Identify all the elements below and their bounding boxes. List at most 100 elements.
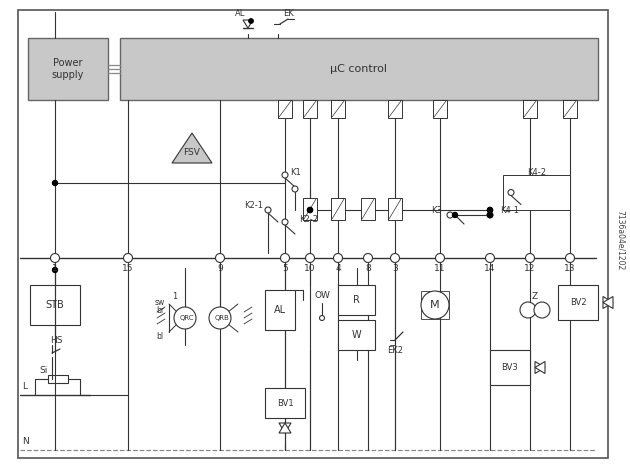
Text: 11: 11 (434, 263, 446, 272)
Bar (120, 38, 598, 100)
Circle shape (215, 254, 224, 263)
Text: K1: K1 (290, 167, 301, 176)
Bar (48, 375, 68, 383)
Text: K4-2: K4-2 (527, 167, 546, 176)
Circle shape (487, 212, 493, 218)
Text: L: L (22, 382, 27, 391)
Bar (265, 388, 305, 418)
Bar (523, 100, 537, 118)
Text: 8: 8 (365, 263, 371, 272)
Text: K3: K3 (431, 205, 442, 214)
Bar (563, 100, 577, 118)
Text: 12: 12 (524, 263, 536, 272)
Bar (28, 38, 108, 100)
Circle shape (52, 268, 57, 272)
Circle shape (174, 307, 196, 329)
Text: 上海随心电子科技有限公司: 上海随心电子科技有限公司 (251, 236, 379, 254)
Text: Si: Si (40, 366, 48, 375)
Text: Power
supply: Power supply (52, 58, 84, 80)
Circle shape (209, 307, 231, 329)
Circle shape (282, 219, 288, 225)
Polygon shape (243, 20, 253, 28)
Circle shape (525, 254, 534, 263)
Text: BV1: BV1 (277, 398, 294, 408)
Circle shape (282, 172, 288, 178)
Bar (421, 291, 449, 319)
Text: sw: sw (155, 298, 165, 307)
Circle shape (486, 254, 495, 263)
Text: 1: 1 (52, 263, 58, 272)
Bar (331, 198, 345, 220)
Circle shape (319, 315, 324, 321)
Text: W: W (352, 330, 362, 340)
Circle shape (307, 208, 312, 212)
Circle shape (452, 212, 457, 218)
Bar (503, 175, 570, 210)
Text: K2-1: K2-1 (244, 201, 263, 210)
Text: br: br (156, 306, 164, 315)
Circle shape (435, 254, 445, 263)
Circle shape (50, 254, 59, 263)
Text: μC control: μC control (331, 64, 387, 74)
Bar (331, 100, 345, 118)
Polygon shape (535, 361, 545, 374)
Text: K2-2: K2-2 (299, 214, 318, 224)
Bar (338, 285, 375, 315)
Bar (433, 100, 447, 118)
Bar (30, 285, 80, 325)
Circle shape (534, 302, 550, 318)
Text: 14: 14 (484, 263, 496, 272)
Bar (558, 285, 598, 320)
Bar (278, 100, 292, 118)
Polygon shape (279, 423, 291, 433)
Circle shape (508, 190, 514, 195)
Text: N: N (22, 437, 29, 446)
Text: 15: 15 (122, 263, 134, 272)
Circle shape (488, 208, 493, 212)
Circle shape (307, 208, 312, 212)
Text: EK2: EK2 (387, 345, 403, 354)
Circle shape (265, 207, 271, 213)
Polygon shape (535, 361, 545, 374)
Text: 1: 1 (173, 291, 178, 300)
Text: QRB: QRB (215, 315, 229, 321)
Text: OW: OW (314, 290, 330, 299)
Bar (338, 320, 375, 350)
Polygon shape (603, 297, 613, 308)
Circle shape (306, 254, 314, 263)
Text: 9: 9 (217, 263, 223, 272)
Text: R: R (353, 295, 360, 305)
Circle shape (52, 181, 57, 185)
Circle shape (391, 254, 399, 263)
Circle shape (566, 254, 575, 263)
Text: K4-1: K4-1 (500, 205, 519, 214)
Circle shape (280, 254, 290, 263)
Circle shape (292, 186, 298, 192)
Text: bl: bl (156, 332, 164, 341)
Text: QRC: QRC (180, 315, 194, 321)
Circle shape (488, 208, 493, 212)
Text: EK: EK (283, 9, 294, 18)
Text: AL: AL (274, 305, 286, 315)
Text: FSV: FSV (183, 148, 200, 157)
Circle shape (364, 254, 372, 263)
Circle shape (249, 19, 253, 23)
Text: BV2: BV2 (570, 298, 587, 307)
Circle shape (333, 254, 343, 263)
Circle shape (447, 212, 453, 218)
Text: 5: 5 (282, 263, 288, 272)
Circle shape (520, 302, 536, 318)
Bar (265, 290, 295, 330)
Bar (303, 100, 317, 118)
Circle shape (421, 291, 449, 319)
Text: BV3: BV3 (501, 363, 518, 372)
Text: 13: 13 (564, 263, 576, 272)
Text: 4: 4 (335, 263, 341, 272)
Bar (490, 350, 530, 385)
Circle shape (488, 212, 493, 218)
Polygon shape (172, 133, 212, 163)
Polygon shape (279, 423, 291, 433)
Bar (388, 198, 402, 220)
Text: 10: 10 (304, 263, 316, 272)
Polygon shape (603, 297, 613, 308)
